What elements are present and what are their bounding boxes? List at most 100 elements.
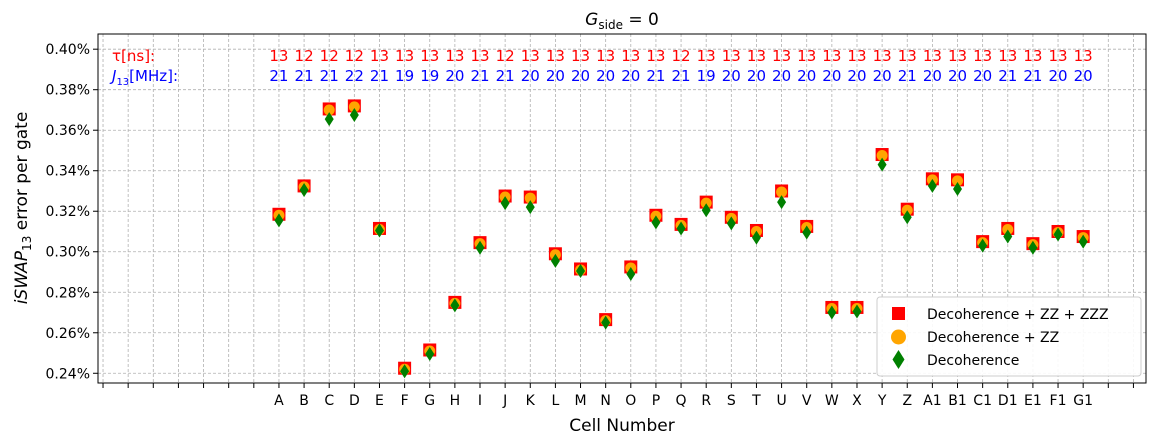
tau-value: 13: [470, 47, 489, 65]
x-tick-label: N: [600, 393, 610, 409]
x-tick-label: J: [502, 393, 507, 409]
tau-value: 13: [1074, 47, 1093, 65]
j13-value: 21: [898, 67, 917, 85]
j13-value: 20: [722, 67, 741, 85]
tau-value: 12: [295, 47, 314, 65]
annotation-rows: τ[ns]: J13[MHz]: 13 21 12 21 12 21 12 22 13 21 13 1…: [109, 47, 1093, 88]
x-tick-label: H: [450, 393, 461, 409]
diamond-marker: [902, 210, 912, 225]
tau-value: 13: [747, 47, 766, 65]
tau-value: 13: [973, 47, 992, 65]
legend-box: [876, 296, 1142, 377]
y-tick-label: 0.38%: [46, 83, 90, 99]
j13-value: 22: [345, 67, 364, 85]
j13-value: 21: [320, 67, 339, 85]
y-tick-label: 0.26%: [46, 326, 90, 342]
j13-value: 20: [923, 67, 942, 85]
j13-value: 21: [646, 67, 665, 85]
j13-value: 20: [847, 67, 866, 85]
j13-value: 20: [571, 67, 590, 85]
j13-value: 20: [797, 67, 816, 85]
j13-value: 21: [1023, 67, 1042, 85]
y-axis-label: iSWAP13 error per gate: [12, 112, 34, 305]
tau-value: 12: [496, 47, 515, 65]
tau-value: 12: [345, 47, 364, 65]
legend: Decoherence + ZZ + ZZZ Decoherence + ZZ …: [876, 296, 1142, 377]
tau-value: 13: [873, 47, 892, 65]
tau-value: 13: [1023, 47, 1042, 65]
x-tick-label: U: [776, 393, 786, 409]
data-points: [272, 99, 1090, 379]
x-tick-label: F: [401, 393, 409, 409]
diamond-marker: [550, 253, 560, 268]
tau-value: 13: [847, 47, 866, 65]
y-tick-label: 0.32%: [46, 204, 90, 220]
tau-value: 13: [822, 47, 841, 65]
diamond-marker: [374, 223, 384, 238]
diamond-marker: [827, 305, 837, 320]
diamond-marker: [450, 298, 460, 313]
y-tick-label: 0.28%: [46, 285, 90, 301]
j13-value: 21: [370, 67, 389, 85]
x-tick-label: S: [727, 393, 736, 409]
y-tick-label: 0.30%: [46, 245, 90, 261]
tau-value: 13: [395, 47, 414, 65]
tau-value: 13: [898, 47, 917, 65]
y-tick-label: 0.40%: [46, 42, 90, 58]
tau-value: 13: [797, 47, 816, 65]
diamond-marker: [726, 216, 736, 231]
legend-label-decoherence: Decoherence: [927, 353, 1019, 369]
x-tick-label: B: [299, 393, 309, 409]
y-axis: 0.24% 0.26% 0.28% 0.30% 0.32% 0.34% 0.36% 0.38%…: [46, 42, 98, 382]
x-tick-label: T: [751, 393, 761, 409]
x-tick-label: Y: [877, 393, 887, 409]
diamond-marker: [400, 364, 410, 379]
j13-value: 20: [873, 67, 892, 85]
diamond-marker: [651, 215, 661, 230]
diamond-marker: [701, 203, 711, 218]
tau-value: 13: [923, 47, 942, 65]
j13-value: 20: [621, 67, 640, 85]
x-tick-label: G: [424, 393, 435, 409]
tau-value: 13: [521, 47, 540, 65]
tau-value: 13: [697, 47, 716, 65]
x-tick-label: G1: [1073, 393, 1093, 409]
x-tick-label: O: [625, 393, 636, 409]
x-axis-label: Cell Number: [569, 416, 674, 436]
diamond-marker: [475, 240, 485, 255]
circle-marker: [901, 204, 913, 216]
x-tick-label: F1: [1050, 393, 1067, 409]
tau-value: 12: [320, 47, 339, 65]
diamond-marker: [601, 315, 611, 330]
x-tick-label: D: [349, 393, 360, 409]
x-tick-label: B1: [948, 393, 967, 409]
j13-value: 20: [973, 67, 992, 85]
j13-value: 20: [1074, 67, 1093, 85]
tau-value: 13: [571, 47, 590, 65]
j13-value: 20: [445, 67, 464, 85]
diamond-marker: [274, 213, 284, 228]
x-tick-label: K: [526, 393, 536, 409]
diamond-marker: [576, 263, 586, 278]
tau-value: 13: [621, 47, 640, 65]
x-tick-label: E: [375, 393, 384, 409]
diamond-marker: [978, 238, 988, 253]
tau-value: 13: [546, 47, 565, 65]
j13-value: 20: [1048, 67, 1067, 85]
x-tick-label: E1: [1024, 393, 1042, 409]
j13-value: 20: [822, 67, 841, 85]
diamond-marker: [349, 108, 359, 123]
tau-value: 13: [269, 47, 288, 65]
circle-marker: [952, 175, 964, 187]
j13-value: 20: [747, 67, 766, 85]
diamond-marker: [751, 230, 761, 245]
x-tick-label: L: [551, 393, 559, 409]
tau-value: 12: [672, 47, 691, 65]
j13-value: 19: [420, 67, 439, 85]
diamond-marker: [953, 181, 963, 196]
legend-diamond-marker: [892, 350, 905, 369]
x-tick-label: A1: [923, 393, 941, 409]
diamond-marker: [525, 200, 535, 215]
j13-value: 21: [998, 67, 1017, 85]
diamond-marker: [1003, 229, 1013, 244]
